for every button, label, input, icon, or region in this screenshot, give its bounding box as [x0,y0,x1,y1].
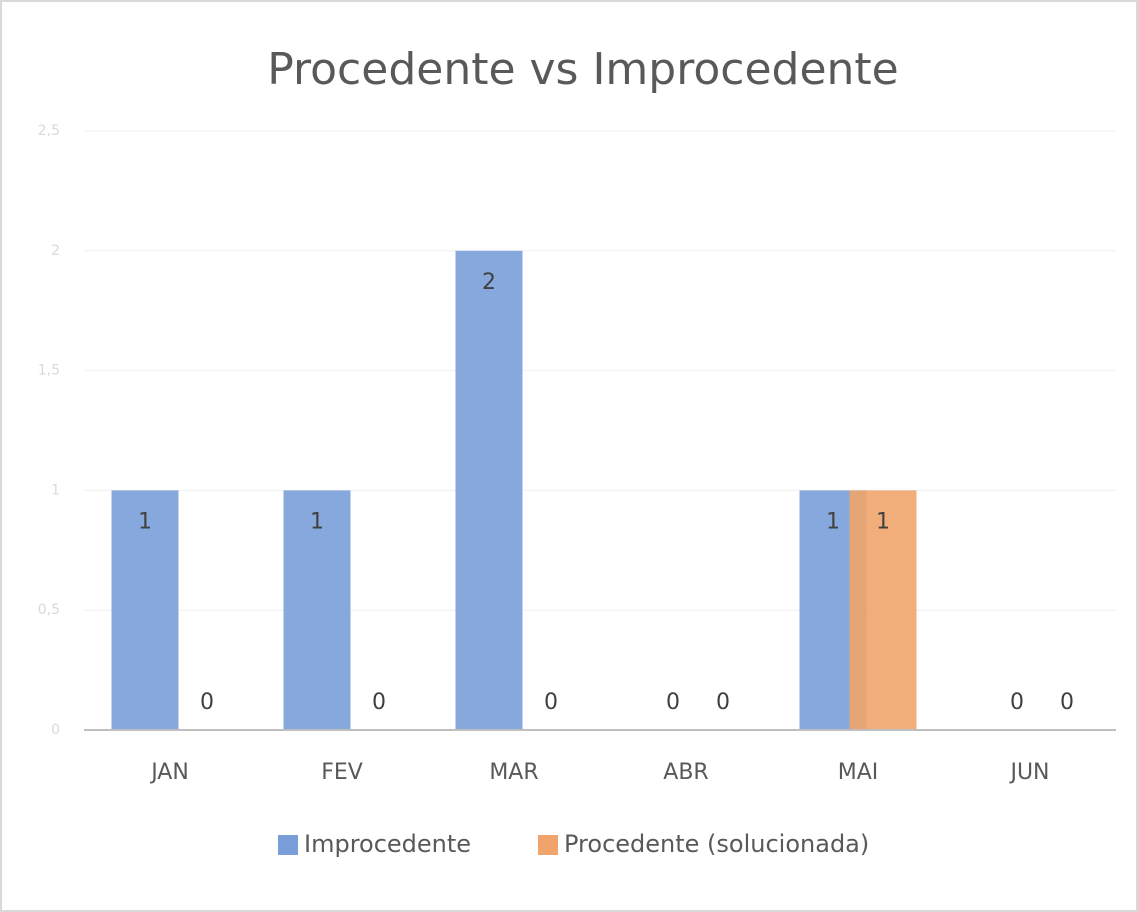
y-tick-label: 2,5 [38,123,60,139]
y-tick-label: 1,5 [38,363,60,379]
data-label: 1 [310,509,324,534]
y-tick-label: 1 [51,482,60,498]
data-label: 1 [826,509,840,534]
x-tick-label: JAN [149,760,189,785]
data-label: 0 [544,690,558,715]
bar [111,490,179,730]
data-label: 1 [138,509,152,534]
bar [455,250,523,731]
legend-label: Procedente (solucionada) [564,830,869,858]
data-label: 2 [482,270,496,295]
y-tick-label: 2 [51,243,60,259]
x-tick-label: JUN [1008,760,1049,785]
data-label: 0 [716,690,730,715]
data-label: 0 [200,690,214,715]
y-tick-label: 0,5 [38,602,60,618]
data-label: 1 [876,509,890,534]
x-tick-label: MAI [838,760,879,785]
bar [849,490,917,730]
legend-swatch [538,835,558,855]
data-label: 0 [1010,690,1024,715]
x-tick-label: FEV [321,760,363,785]
data-label: 0 [372,690,386,715]
x-tick-label: ABR [663,760,708,785]
chart-title: Procedente vs Improcedente [267,44,899,95]
data-label: 0 [1060,690,1074,715]
x-tick-label: MAR [489,760,538,785]
y-tick-label: 0 [51,722,60,738]
data-label: 0 [666,690,680,715]
legend-swatch [278,835,298,855]
legend-label: Improcedente [304,830,471,858]
bar [283,490,351,730]
